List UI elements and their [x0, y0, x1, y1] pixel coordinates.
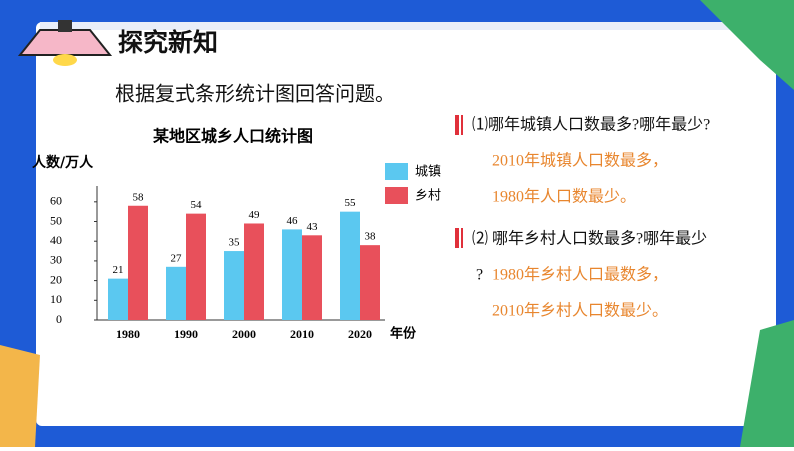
x-axis-label: 年份: [390, 326, 417, 342]
lamp-bulb: [53, 54, 77, 66]
bar: [302, 235, 322, 320]
value-label: 43: [307, 221, 319, 233]
value-label: 38: [365, 231, 377, 243]
leaf: [740, 320, 794, 447]
bar: [186, 213, 206, 320]
answer: 1980年人口数最少。: [492, 188, 636, 206]
lamp: [17, 29, 113, 56]
y-tick-label: 20: [50, 272, 62, 286]
bar: [360, 245, 380, 320]
books: [0, 345, 40, 447]
bar: [224, 251, 244, 320]
header-title: 探究新知: [118, 28, 218, 57]
value-label: 35: [229, 237, 241, 249]
legend-label: 乡村: [415, 189, 441, 204]
answer: 2010年乡村人口数最少。: [492, 302, 668, 320]
value-label: 21: [113, 264, 124, 276]
x-tick-label: 1980: [116, 327, 140, 341]
value-label: 54: [191, 199, 203, 211]
y-tick-label: 10: [50, 292, 62, 306]
legend-swatch: [385, 163, 408, 180]
value-label: 55: [345, 197, 357, 209]
bar: [108, 278, 128, 320]
y-tick-label: 60: [50, 194, 62, 208]
marker: [461, 115, 463, 135]
legend-label: 城镇: [415, 165, 441, 180]
value-label: 58: [133, 191, 145, 203]
x-tick-label: 1990: [174, 327, 198, 341]
y-tick-label: 0: [56, 312, 62, 326]
value-label: 27: [171, 252, 183, 264]
card-top: [40, 22, 776, 30]
marker: [461, 228, 463, 248]
bar: [128, 205, 148, 320]
y-tick-label: 50: [50, 213, 62, 227]
answer: 1980年乡村人口最数多，: [492, 266, 668, 284]
marker: [455, 115, 459, 135]
y-tick-label: 30: [50, 253, 62, 267]
question: ⑴哪年城镇人口数最多?哪年最少?: [472, 116, 710, 134]
bar: [282, 229, 302, 320]
bar: [244, 223, 264, 320]
y-tick-label: 40: [50, 233, 62, 247]
x-tick-label: 2010: [290, 327, 314, 341]
question-continuation: ?: [476, 267, 483, 284]
lamp-stem: [58, 20, 72, 32]
leaf: [700, 0, 794, 90]
card: [36, 22, 776, 426]
x-tick-label: 2020: [348, 327, 372, 341]
answer: 2010年城镇人口数最多，: [492, 152, 668, 170]
value-label: 46: [287, 215, 299, 227]
value-label: 49: [249, 209, 261, 221]
marker: [455, 228, 459, 248]
question: ⑵ 哪年乡村人口数最多?哪年最少: [472, 230, 707, 248]
bar: [166, 266, 186, 320]
x-tick-label: 2000: [232, 327, 256, 341]
y-axis-label: 人数/万人: [32, 154, 94, 171]
instruction: 根据复式条形统计图回答问题。: [115, 82, 395, 106]
chart-title: 某地区城乡人口统计图: [152, 127, 313, 146]
bar: [340, 211, 360, 320]
legend-swatch: [385, 187, 408, 204]
